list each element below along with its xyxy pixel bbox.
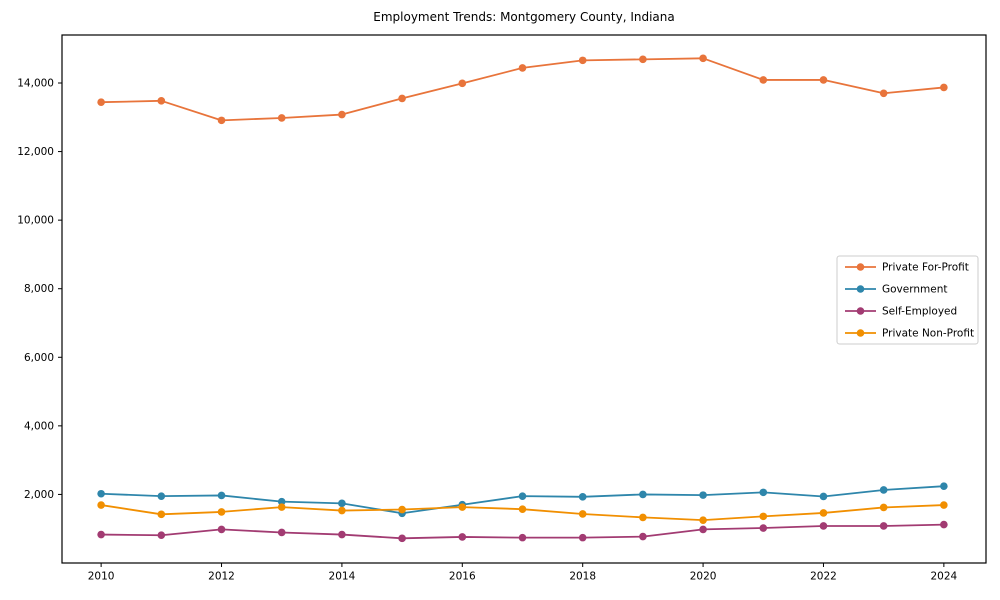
data-point-private-for-profit — [398, 94, 406, 103]
legend-label-private-non-profit: Private Non-Profit — [882, 328, 974, 340]
data-point-government — [277, 497, 286, 506]
chart-title: Employment Trends: Montgomery County, In… — [373, 10, 674, 24]
data-point-private-for-profit — [819, 76, 828, 84]
y-tick-label: 6,000 — [24, 352, 54, 364]
data-point-government — [518, 492, 527, 500]
data-point-private-non-profit — [458, 503, 467, 511]
y-tick-label: 14,000 — [17, 78, 54, 90]
data-point-self-employed — [578, 533, 587, 542]
data-point-private-non-profit — [578, 510, 587, 518]
data-point-self-employed — [398, 534, 406, 543]
data-point-private-non-profit — [819, 509, 828, 517]
data-point-private-non-profit — [398, 505, 406, 514]
data-point-government — [97, 489, 105, 498]
data-point-government — [759, 488, 768, 497]
data-point-government — [819, 492, 828, 501]
data-point-self-employed — [157, 531, 166, 540]
legend-label-government: Government — [882, 284, 947, 296]
data-point-private-non-profit — [940, 501, 948, 509]
data-point-private-non-profit — [157, 510, 166, 519]
data-point-self-employed — [338, 530, 346, 539]
legend-marker-private-for-profit — [856, 263, 865, 271]
data-point-private-non-profit — [97, 501, 105, 509]
data-point-private-non-profit — [518, 505, 527, 513]
data-point-private-non-profit — [338, 506, 346, 515]
legend: Private For-Profit Government Self-Employe… — [836, 255, 979, 345]
x-tick-label: 2010 — [88, 571, 115, 583]
legend-marker-government — [856, 285, 865, 293]
data-point-government — [940, 482, 948, 491]
x-tick-label: 2024 — [930, 571, 957, 583]
data-point-private-for-profit — [639, 55, 647, 64]
data-point-private-for-profit — [578, 56, 587, 65]
data-point-private-for-profit — [879, 89, 888, 98]
data-point-self-employed — [940, 520, 948, 529]
y-tick-label: 12,000 — [17, 146, 54, 158]
data-point-private-for-profit — [518, 64, 527, 72]
data-point-private-non-profit — [277, 503, 286, 511]
data-point-self-employed — [819, 522, 828, 530]
x-tick-label: 2018 — [569, 571, 596, 583]
data-point-private-for-profit — [940, 83, 948, 92]
x-tick-label: 2022 — [810, 571, 837, 583]
plot-area: 2,000 4,000 6,000 8,000 10,000 12,000 14,000 20… — [17, 34, 987, 583]
x-tick-label: 2014 — [329, 571, 356, 583]
data-point-private-non-profit — [217, 508, 226, 516]
y-tick-label: 10,000 — [17, 215, 54, 227]
legend-box — [836, 255, 979, 345]
data-point-private-non-profit — [759, 512, 768, 521]
data-point-private-for-profit — [217, 116, 226, 125]
data-point-private-for-profit — [338, 110, 346, 119]
legend-label-private-for-profit: Private For-Profit — [882, 262, 969, 274]
x-tick-label: 2012 — [208, 571, 235, 583]
data-point-private-non-profit — [879, 503, 888, 512]
data-point-private-non-profit — [639, 513, 647, 522]
data-point-government — [157, 492, 166, 500]
legend-label-self-employed: Self-Employed — [882, 306, 957, 318]
data-point-government — [879, 486, 888, 494]
legend-marker-private-non-profit — [856, 329, 865, 337]
data-point-self-employed — [759, 524, 768, 532]
data-point-government — [639, 490, 647, 499]
axes-spines — [61, 34, 987, 564]
data-point-government — [578, 493, 587, 501]
data-point-private-non-profit — [699, 516, 707, 524]
data-point-self-employed — [518, 533, 527, 542]
data-point-government — [338, 499, 346, 508]
data-point-private-for-profit — [157, 97, 166, 105]
data-point-government — [699, 491, 707, 499]
x-tick-label: 2016 — [449, 571, 476, 583]
data-point-self-employed — [879, 522, 888, 530]
data-point-self-employed — [97, 530, 105, 539]
data-point-self-employed — [217, 525, 226, 534]
y-tick-label: 8,000 — [24, 283, 54, 295]
data-point-self-employed — [639, 532, 647, 541]
data-point-self-employed — [277, 528, 286, 537]
y-tick-label: 4,000 — [24, 420, 54, 432]
data-point-private-for-profit — [277, 114, 286, 122]
data-point-private-for-profit — [97, 98, 105, 106]
x-tick-label: 2020 — [690, 571, 717, 583]
data-point-private-for-profit — [699, 54, 707, 63]
legend-marker-self-employed — [856, 307, 865, 315]
data-point-self-employed — [458, 533, 467, 541]
data-point-self-employed — [699, 525, 707, 534]
data-point-government — [217, 491, 226, 500]
data-point-private-for-profit — [458, 79, 467, 88]
data-point-private-for-profit — [759, 76, 768, 84]
y-tick-label: 2,000 — [24, 489, 54, 501]
